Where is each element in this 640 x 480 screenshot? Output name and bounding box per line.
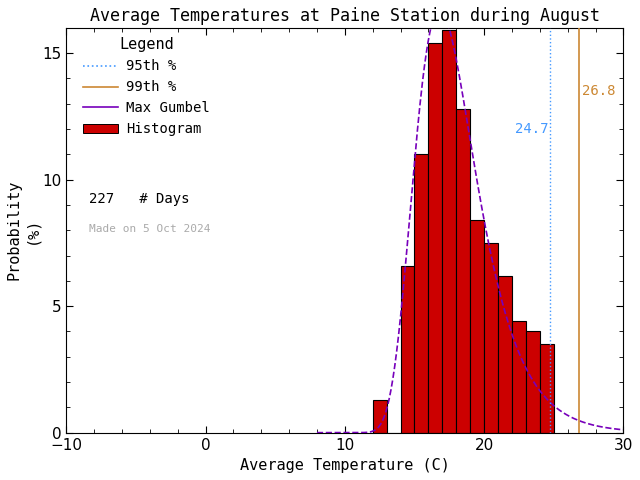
Bar	[401, 265, 415, 432]
Title: Average Temperatures at Paine Station during August: Average Temperatures at Paine Station du…	[90, 7, 600, 25]
X-axis label: Average Temperature (C): Average Temperature (C)	[240, 458, 450, 473]
Y-axis label: Probability
(%): Probability (%)	[7, 180, 39, 280]
Legend: 95th %, 99th %, Max Gumbel, Histogram: 95th %, 99th %, Max Gumbel, Histogram	[77, 32, 215, 142]
Bar	[428, 43, 442, 432]
Bar	[512, 321, 526, 432]
Bar	[540, 344, 554, 432]
Bar	[372, 400, 387, 432]
Bar	[456, 109, 470, 432]
Bar	[498, 276, 512, 432]
Text: 26.8: 26.8	[582, 84, 615, 98]
Bar	[415, 155, 428, 432]
Text: Made on 5 Oct 2024: Made on 5 Oct 2024	[88, 224, 210, 234]
Bar	[484, 243, 498, 432]
Bar	[526, 332, 540, 432]
Bar	[442, 30, 456, 432]
Bar	[470, 220, 484, 432]
Text: 227   # Days: 227 # Days	[88, 192, 189, 206]
Text: 24.7: 24.7	[515, 122, 548, 136]
